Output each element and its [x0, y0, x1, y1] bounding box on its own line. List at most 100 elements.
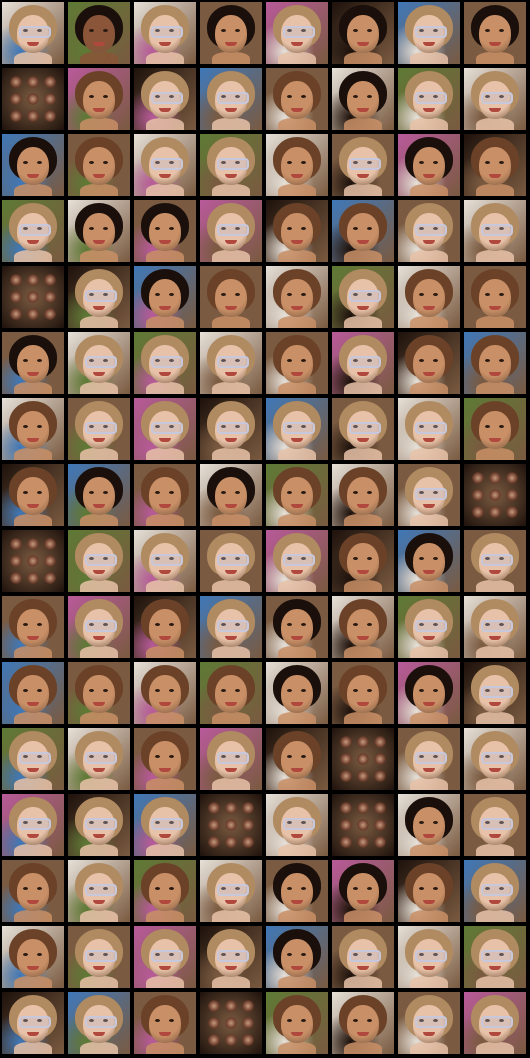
glasses-icon	[481, 92, 513, 104]
right-eye	[169, 491, 174, 494]
right-eye	[103, 1019, 108, 1022]
face-icon	[134, 860, 196, 922]
mouth	[489, 702, 501, 706]
left-eye	[221, 359, 226, 362]
neck	[146, 118, 184, 130]
mouth	[225, 174, 237, 178]
mouth	[489, 900, 501, 904]
neck	[146, 1042, 184, 1054]
mouth	[423, 1032, 435, 1036]
neck	[80, 910, 118, 922]
neck	[212, 250, 250, 262]
glasses-icon	[85, 950, 117, 962]
right-eye	[37, 623, 42, 626]
right-eye	[433, 1019, 438, 1022]
pattern-dot	[242, 1000, 254, 1012]
right-eye	[499, 293, 504, 296]
mouth	[357, 504, 369, 508]
mouth	[27, 768, 39, 772]
glasses-icon	[481, 752, 513, 764]
left-eye	[89, 425, 94, 428]
face	[479, 411, 511, 449]
mouth	[27, 372, 39, 376]
neck	[410, 1042, 448, 1054]
face-icon	[200, 266, 262, 328]
neck	[146, 844, 184, 856]
pattern-dot	[27, 291, 39, 303]
neck	[146, 316, 184, 328]
left-eye	[353, 887, 358, 890]
face-icon	[266, 464, 328, 526]
glasses-icon	[217, 158, 249, 170]
left-eye	[485, 29, 490, 32]
mouth	[93, 768, 105, 772]
glasses-icon	[481, 818, 513, 830]
right-eye	[235, 95, 240, 98]
right-eye	[301, 293, 306, 296]
face-with-glasses-icon	[464, 992, 526, 1054]
right-eye	[169, 95, 174, 98]
neck	[80, 844, 118, 856]
neck	[80, 514, 118, 526]
neck	[410, 184, 448, 196]
mouth	[93, 900, 105, 904]
mouth	[423, 372, 435, 376]
left-eye	[89, 227, 94, 230]
mouth	[357, 1032, 369, 1036]
face	[149, 609, 181, 647]
neck	[80, 580, 118, 592]
right-eye	[499, 359, 504, 362]
right-eye	[169, 227, 174, 230]
left-eye	[485, 623, 490, 626]
pattern-dot	[44, 572, 56, 584]
face-dark-hair-icon	[200, 464, 262, 526]
left-eye	[89, 359, 94, 362]
left-eye	[287, 227, 292, 230]
left-eye	[155, 359, 160, 362]
pattern-dot	[374, 819, 386, 831]
mouth	[489, 966, 501, 970]
face-dark-hair-icon	[266, 926, 328, 988]
face-icon	[332, 662, 394, 724]
right-eye	[301, 359, 306, 362]
neck	[146, 184, 184, 196]
glasses-icon	[19, 1016, 51, 1028]
mouth	[27, 240, 39, 244]
right-eye	[169, 1019, 174, 1022]
pattern-dot	[357, 802, 369, 814]
neck	[278, 514, 316, 526]
left-eye	[155, 887, 160, 890]
neck	[476, 778, 514, 790]
right-eye	[103, 887, 108, 890]
left-eye	[287, 491, 292, 494]
face	[281, 609, 313, 647]
right-eye	[499, 755, 504, 758]
right-eye	[301, 953, 306, 956]
face-icon	[2, 860, 64, 922]
right-eye	[37, 689, 42, 692]
glasses-icon	[85, 290, 117, 302]
right-eye	[433, 425, 438, 428]
neck	[278, 910, 316, 922]
face	[281, 345, 313, 383]
glasses-icon	[217, 92, 249, 104]
right-eye	[235, 227, 240, 230]
face-icon	[266, 134, 328, 196]
face-with-glasses-icon	[134, 2, 196, 64]
pattern-dot	[27, 555, 39, 567]
neck	[212, 184, 250, 196]
mouth	[225, 504, 237, 508]
pattern-dot	[472, 506, 484, 518]
pattern-dot	[10, 572, 22, 584]
face	[281, 147, 313, 185]
face-with-glasses-icon	[200, 728, 262, 790]
mouth	[159, 900, 171, 904]
left-eye	[287, 293, 292, 296]
left-eye	[155, 953, 160, 956]
glasses-icon	[415, 752, 447, 764]
left-eye	[89, 491, 94, 494]
pattern-dot	[27, 93, 39, 105]
neck	[476, 646, 514, 658]
right-eye	[433, 95, 438, 98]
face-with-glasses-icon	[464, 728, 526, 790]
